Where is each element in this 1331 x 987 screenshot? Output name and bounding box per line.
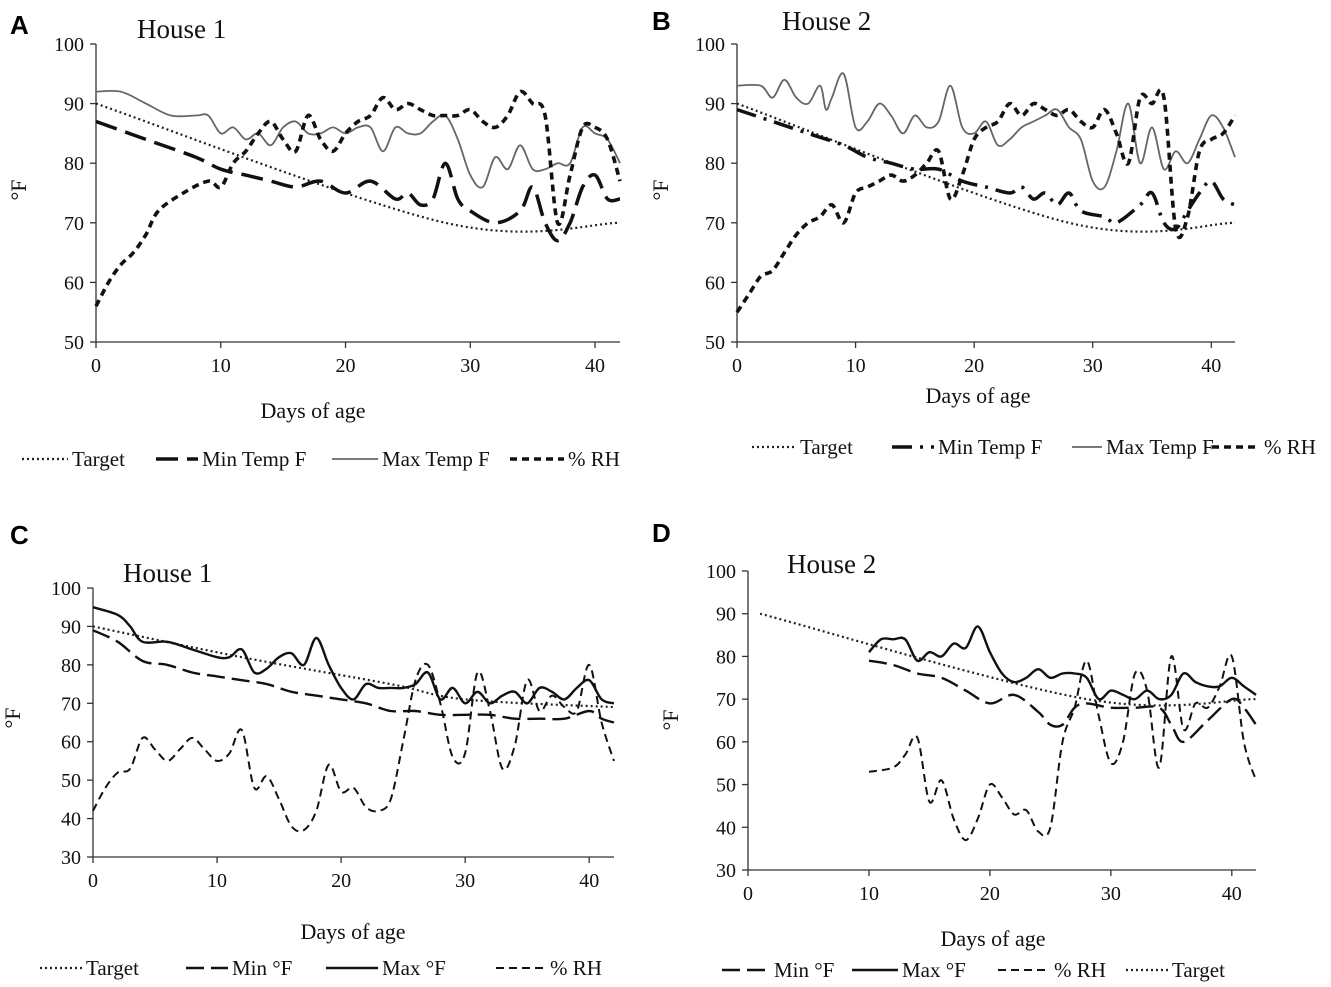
panel-b-x-tick-label: 30 — [1083, 355, 1103, 377]
panel-b-series-max-temp-f — [736, 72, 1236, 191]
panel-b-x-tick-label: 10 — [846, 355, 866, 377]
panel-b-series-pct-rh — [735, 87, 1237, 314]
panel-c-y-tick-label: 100 — [51, 578, 81, 600]
panel-b-series-target — [736, 102, 1236, 233]
panel-d-x-tick-label: 30 — [1101, 883, 1121, 905]
panel-d-series-target — [759, 612, 1257, 707]
panel-c-x-tick-label: 20 — [331, 870, 351, 892]
panel-d-x-tick-label: 0 — [743, 883, 753, 905]
panel-a-series-min-temp-f — [95, 119, 621, 243]
panel-b-legend-label-max-temp-f: Max Temp F — [1106, 435, 1214, 459]
panel-c-y-tick-label: 60 — [61, 732, 81, 754]
panel-d-x-tick-label: 20 — [980, 883, 1000, 905]
panel-a-x-tick-label: 0 — [91, 355, 101, 377]
panel-b-y-tick-label: 90 — [705, 94, 725, 116]
panel-b-y-axis-label: °F — [648, 179, 673, 200]
panel-c-y-tick-label: 70 — [61, 693, 81, 715]
panel-c-chart: C House 1 30 40 50 60 70 80 90 100 0 10 20 30 40 Days o… — [0, 520, 615, 980]
panel-b-y-tick-label: 50 — [705, 332, 725, 354]
panel-c-x-tick-label: 10 — [207, 870, 227, 892]
panel-c-y-tick-label: 80 — [61, 655, 81, 677]
panel-c-y-axis-label: °F — [0, 707, 25, 728]
panel-b-title: House 2 — [782, 6, 871, 36]
panel-c-x-tick-label: 40 — [579, 870, 599, 892]
panel-c-series-max-degf — [92, 606, 615, 705]
panel-b-legend-label-pct-rh: % RH — [1264, 435, 1316, 459]
panel-d-letter: D — [652, 518, 671, 548]
panel-c-series-pct-rh — [92, 662, 615, 833]
panel-b-chart: B House 2 50 60 70 80 90 100 0 10 20 30 40 Days of ag… — [648, 6, 1316, 459]
panel-c-y-tick-label: 90 — [61, 616, 81, 638]
panel-d-legend-label-min-degf: Min °F — [774, 958, 834, 982]
panel-d-y-tick-label: 80 — [716, 646, 736, 668]
panel-d-y-tick-label: 30 — [716, 860, 736, 882]
panel-a-letter: A — [10, 10, 29, 40]
panel-a-x-tick-label: 10 — [211, 355, 231, 377]
panel-b-x-tick-label: 40 — [1201, 355, 1221, 377]
panel-d-x-tick-label: 10 — [859, 883, 879, 905]
panel-c-x-tick-label: 30 — [455, 870, 475, 892]
panel-a-series-max-temp-f — [95, 89, 621, 189]
panel-b-x-tick-label: 20 — [964, 355, 984, 377]
panel-a-legend-label-min-temp-f: Min Temp F — [202, 447, 306, 471]
panel-d-chart: D House 2 30 40 50 60 70 80 90 100 0 10 20 30 40 Days o… — [652, 518, 1257, 982]
panel-c-x-axis-label: Days of age — [300, 919, 405, 944]
panel-b-y-tick-label: 80 — [705, 153, 725, 175]
panel-d-y-tick-label: 60 — [716, 732, 736, 754]
panel-a-y-axis-label: °F — [6, 179, 31, 200]
panel-c-x-tick-label: 0 — [88, 870, 98, 892]
panel-d-y-axis-label: °F — [658, 709, 683, 730]
panel-d-y-tick-label: 50 — [716, 775, 736, 797]
panel-b-legend-label-min-temp-f: Min Temp F — [938, 435, 1042, 459]
panel-c-series-min-degf — [92, 629, 615, 724]
panel-a-y-tick-label: 90 — [64, 94, 84, 116]
panel-a-x-axis-label: Days of age — [260, 398, 365, 423]
panel-a-x-tick-label: 30 — [460, 355, 480, 377]
panel-c-legend-label-target: Target — [86, 956, 139, 980]
panel-c-y-tick-label: 40 — [61, 809, 81, 831]
panel-a-y-tick-label: 70 — [64, 213, 84, 235]
panel-d-x-axis-label: Days of age — [940, 926, 1045, 951]
panel-c-legend-label-max-degf: Max °F — [382, 956, 446, 980]
panel-d-y-tick-label: 90 — [716, 604, 736, 626]
panel-d-title: House 2 — [787, 549, 876, 579]
panel-c-y-tick-label: 50 — [61, 770, 81, 792]
panel-d-y-tick-label: 100 — [706, 561, 736, 583]
panel-d-series-pct-rh — [868, 653, 1257, 842]
panel-a-legend-label-pct-rh: % RH — [568, 447, 620, 471]
panel-c-legend-label-min-degf: Min °F — [232, 956, 292, 980]
panel-d-legend-label-max-degf: Max °F — [902, 958, 966, 982]
panel-c-legend-label-pct-rh: % RH — [550, 956, 602, 980]
panel-b-y-tick-label: 60 — [705, 272, 725, 294]
panel-c-y-tick-label: 30 — [61, 847, 81, 869]
panel-a-series-pct-rh — [94, 89, 622, 308]
panel-a-y-tick-label: 50 — [64, 332, 84, 354]
panel-d-y-tick-label: 70 — [716, 689, 736, 711]
panel-a-x-tick-label: 20 — [336, 355, 356, 377]
panel-a-y-tick-label: 60 — [64, 272, 84, 294]
panel-a-title: House 1 — [137, 14, 226, 44]
panel-a-x-tick-label: 40 — [585, 355, 605, 377]
panel-b-x-axis-label: Days of age — [925, 383, 1030, 408]
panel-a-legend-label-target: Target — [72, 447, 125, 471]
panel-a-legend-label-max-temp-f: Max Temp F — [382, 447, 490, 471]
panel-b-series-min-temp-f — [736, 107, 1236, 232]
panel-b-legend-label-target: Target — [800, 435, 853, 459]
panel-d-series-max-degf — [868, 625, 1257, 701]
panel-a-y-tick-label: 80 — [64, 153, 84, 175]
panel-d-y-tick-label: 40 — [716, 817, 736, 839]
panel-b-y-tick-label: 70 — [705, 213, 725, 235]
panel-d-legend-label-pct-rh: % RH — [1054, 958, 1106, 982]
panel-a-chart: A House 1 50 60 70 80 90 100 0 10 20 30 40 Days of ag… — [6, 10, 622, 471]
panel-b-y-tick-label: 100 — [695, 34, 725, 56]
panel-a-y-tick-label: 100 — [54, 34, 84, 56]
panel-c-letter: C — [10, 520, 29, 550]
panel-b-x-tick-label: 0 — [732, 355, 742, 377]
panel-c-title: House 1 — [123, 558, 212, 588]
panel-d-x-tick-label: 40 — [1222, 883, 1242, 905]
panel-d-legend-label-target: Target — [1172, 958, 1225, 982]
panel-b-letter: B — [652, 6, 671, 36]
